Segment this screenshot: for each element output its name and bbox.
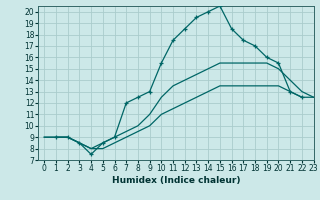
X-axis label: Humidex (Indice chaleur): Humidex (Indice chaleur): [112, 176, 240, 185]
